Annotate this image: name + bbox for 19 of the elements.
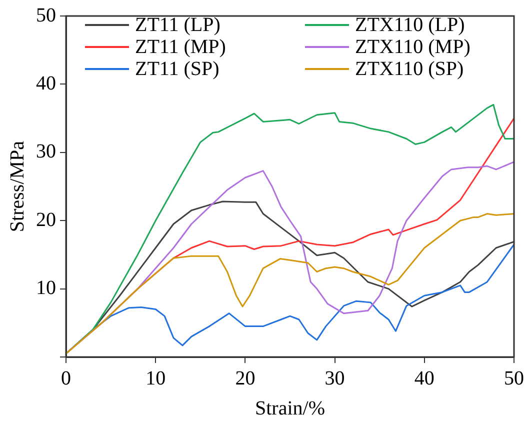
x-tick-label: 30 [324, 367, 345, 390]
y-tick-label: 20 [36, 208, 56, 231]
legend-label: ZT11 (LP) [134, 14, 222, 36]
x-tick-label: 0 [61, 367, 71, 390]
x-tick-label: 50 [504, 367, 524, 390]
y-tick-label: 30 [36, 140, 56, 163]
y-tick-label: 40 [36, 72, 56, 94]
x-tick-label: 10 [146, 367, 166, 390]
y-tick-label: 50 [36, 4, 56, 26]
legend-label: ZTX110 (SP) [354, 58, 465, 80]
legend-label: ZTX110 (MP) [354, 36, 472, 58]
x-axis-title: Strain/% [255, 397, 325, 420]
y-axis-title: Stress/MPa [6, 140, 28, 232]
x-tick-label: 20 [235, 367, 256, 390]
x-tick-label: 40 [414, 367, 434, 390]
legend-label: ZT11 (MP) [134, 36, 227, 58]
legend-label: ZTX110 (LP) [354, 14, 466, 36]
y-tick-label: 10 [36, 277, 56, 300]
legend-label: ZT11 (SP) [134, 58, 220, 80]
